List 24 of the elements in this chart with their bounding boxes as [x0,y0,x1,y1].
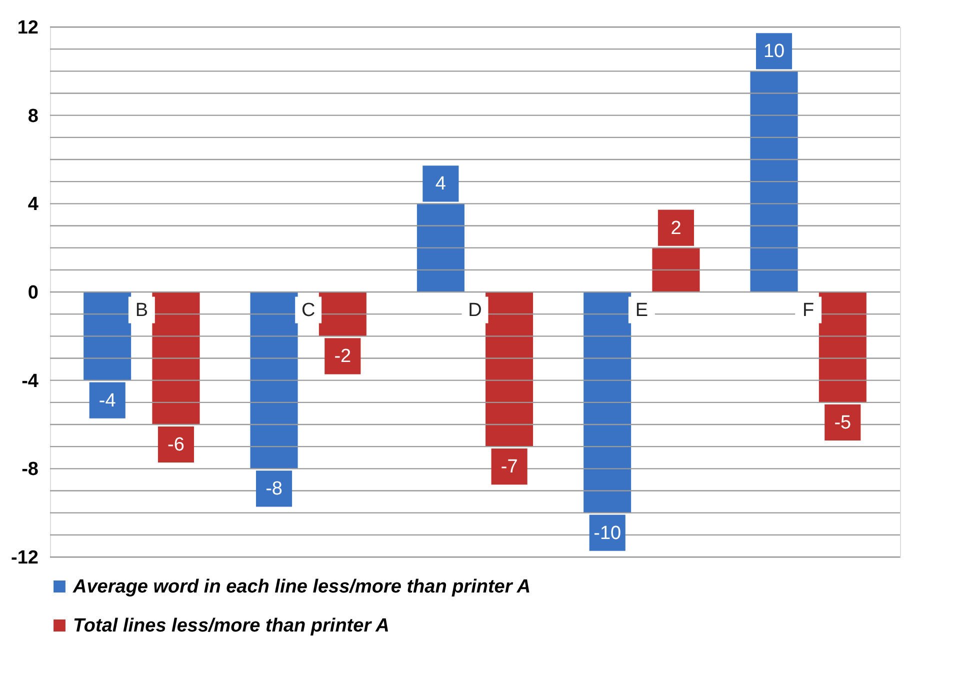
y-tick-label: 4 [28,194,39,216]
x-tick-label: F [802,300,814,321]
legend-label: Total lines less/more than printer A [73,616,390,636]
data-label: 4 [435,174,446,195]
data-label: -6 [168,434,184,456]
x-tick-label: D [468,300,482,321]
y-tick-label: -8 [22,459,38,480]
legend-label: Average word in each line less/more than printer A [72,576,531,598]
x-tick-label: C [301,300,316,321]
x-tick-label: E [635,300,648,321]
y-tick-label: 0 [28,282,38,304]
data-label: -2 [334,346,352,368]
data-label: 10 [763,41,785,62]
data-label: 2 [670,218,682,239]
data-label: -10 [594,522,622,544]
data-label: -7 [500,456,518,478]
data-label: -5 [834,412,852,434]
y-tick-label: 12 [17,18,38,38]
x-tick-label: B [135,300,148,321]
data-label: -8 [266,478,282,500]
y-tick-label: 8 [28,106,38,127]
data-label: -4 [98,390,116,412]
y-tick-label: -12 [11,548,38,568]
y-tick-label: -4 [22,370,39,392]
